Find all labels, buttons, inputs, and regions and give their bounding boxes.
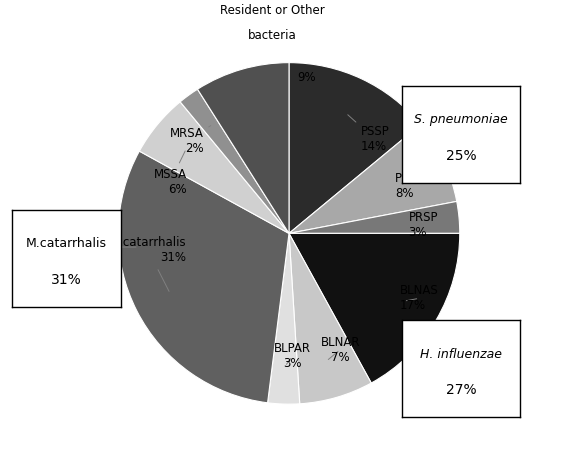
Wedge shape xyxy=(289,233,460,383)
Text: BLPAR
3%: BLPAR 3% xyxy=(274,342,311,370)
Wedge shape xyxy=(289,124,457,233)
Wedge shape xyxy=(118,151,289,403)
Text: MSSA
6%: MSSA 6% xyxy=(153,151,187,196)
Text: PSSP
14%: PSSP 14% xyxy=(348,115,390,153)
Text: Resident or Other: Resident or Other xyxy=(220,4,324,17)
Wedge shape xyxy=(289,233,371,404)
Wedge shape xyxy=(289,202,460,233)
Text: H. influenzae: H. influenzae xyxy=(420,348,502,361)
Text: MRSA
2%: MRSA 2% xyxy=(170,126,211,155)
Text: PRSP
3%: PRSP 3% xyxy=(409,211,438,239)
Text: S. pneumoniae: S. pneumoniae xyxy=(414,113,508,126)
Text: M.catarrhalis
31%: M.catarrhalis 31% xyxy=(110,236,187,291)
Wedge shape xyxy=(268,233,300,404)
Wedge shape xyxy=(139,102,289,233)
Text: PISP
8%: PISP 8% xyxy=(395,171,420,200)
Text: BLNAS
17%: BLNAS 17% xyxy=(400,284,439,312)
Text: 27%: 27% xyxy=(446,383,476,397)
Text: 9%: 9% xyxy=(297,71,316,84)
Text: 25%: 25% xyxy=(446,148,476,162)
Wedge shape xyxy=(289,63,421,233)
Wedge shape xyxy=(198,63,289,233)
Text: M.catarrhalis: M.catarrhalis xyxy=(26,237,107,250)
Text: 31%: 31% xyxy=(51,272,82,286)
Text: BLNAR
7%: BLNAR 7% xyxy=(320,336,360,364)
Wedge shape xyxy=(180,89,289,233)
Text: bacteria: bacteria xyxy=(247,29,297,42)
